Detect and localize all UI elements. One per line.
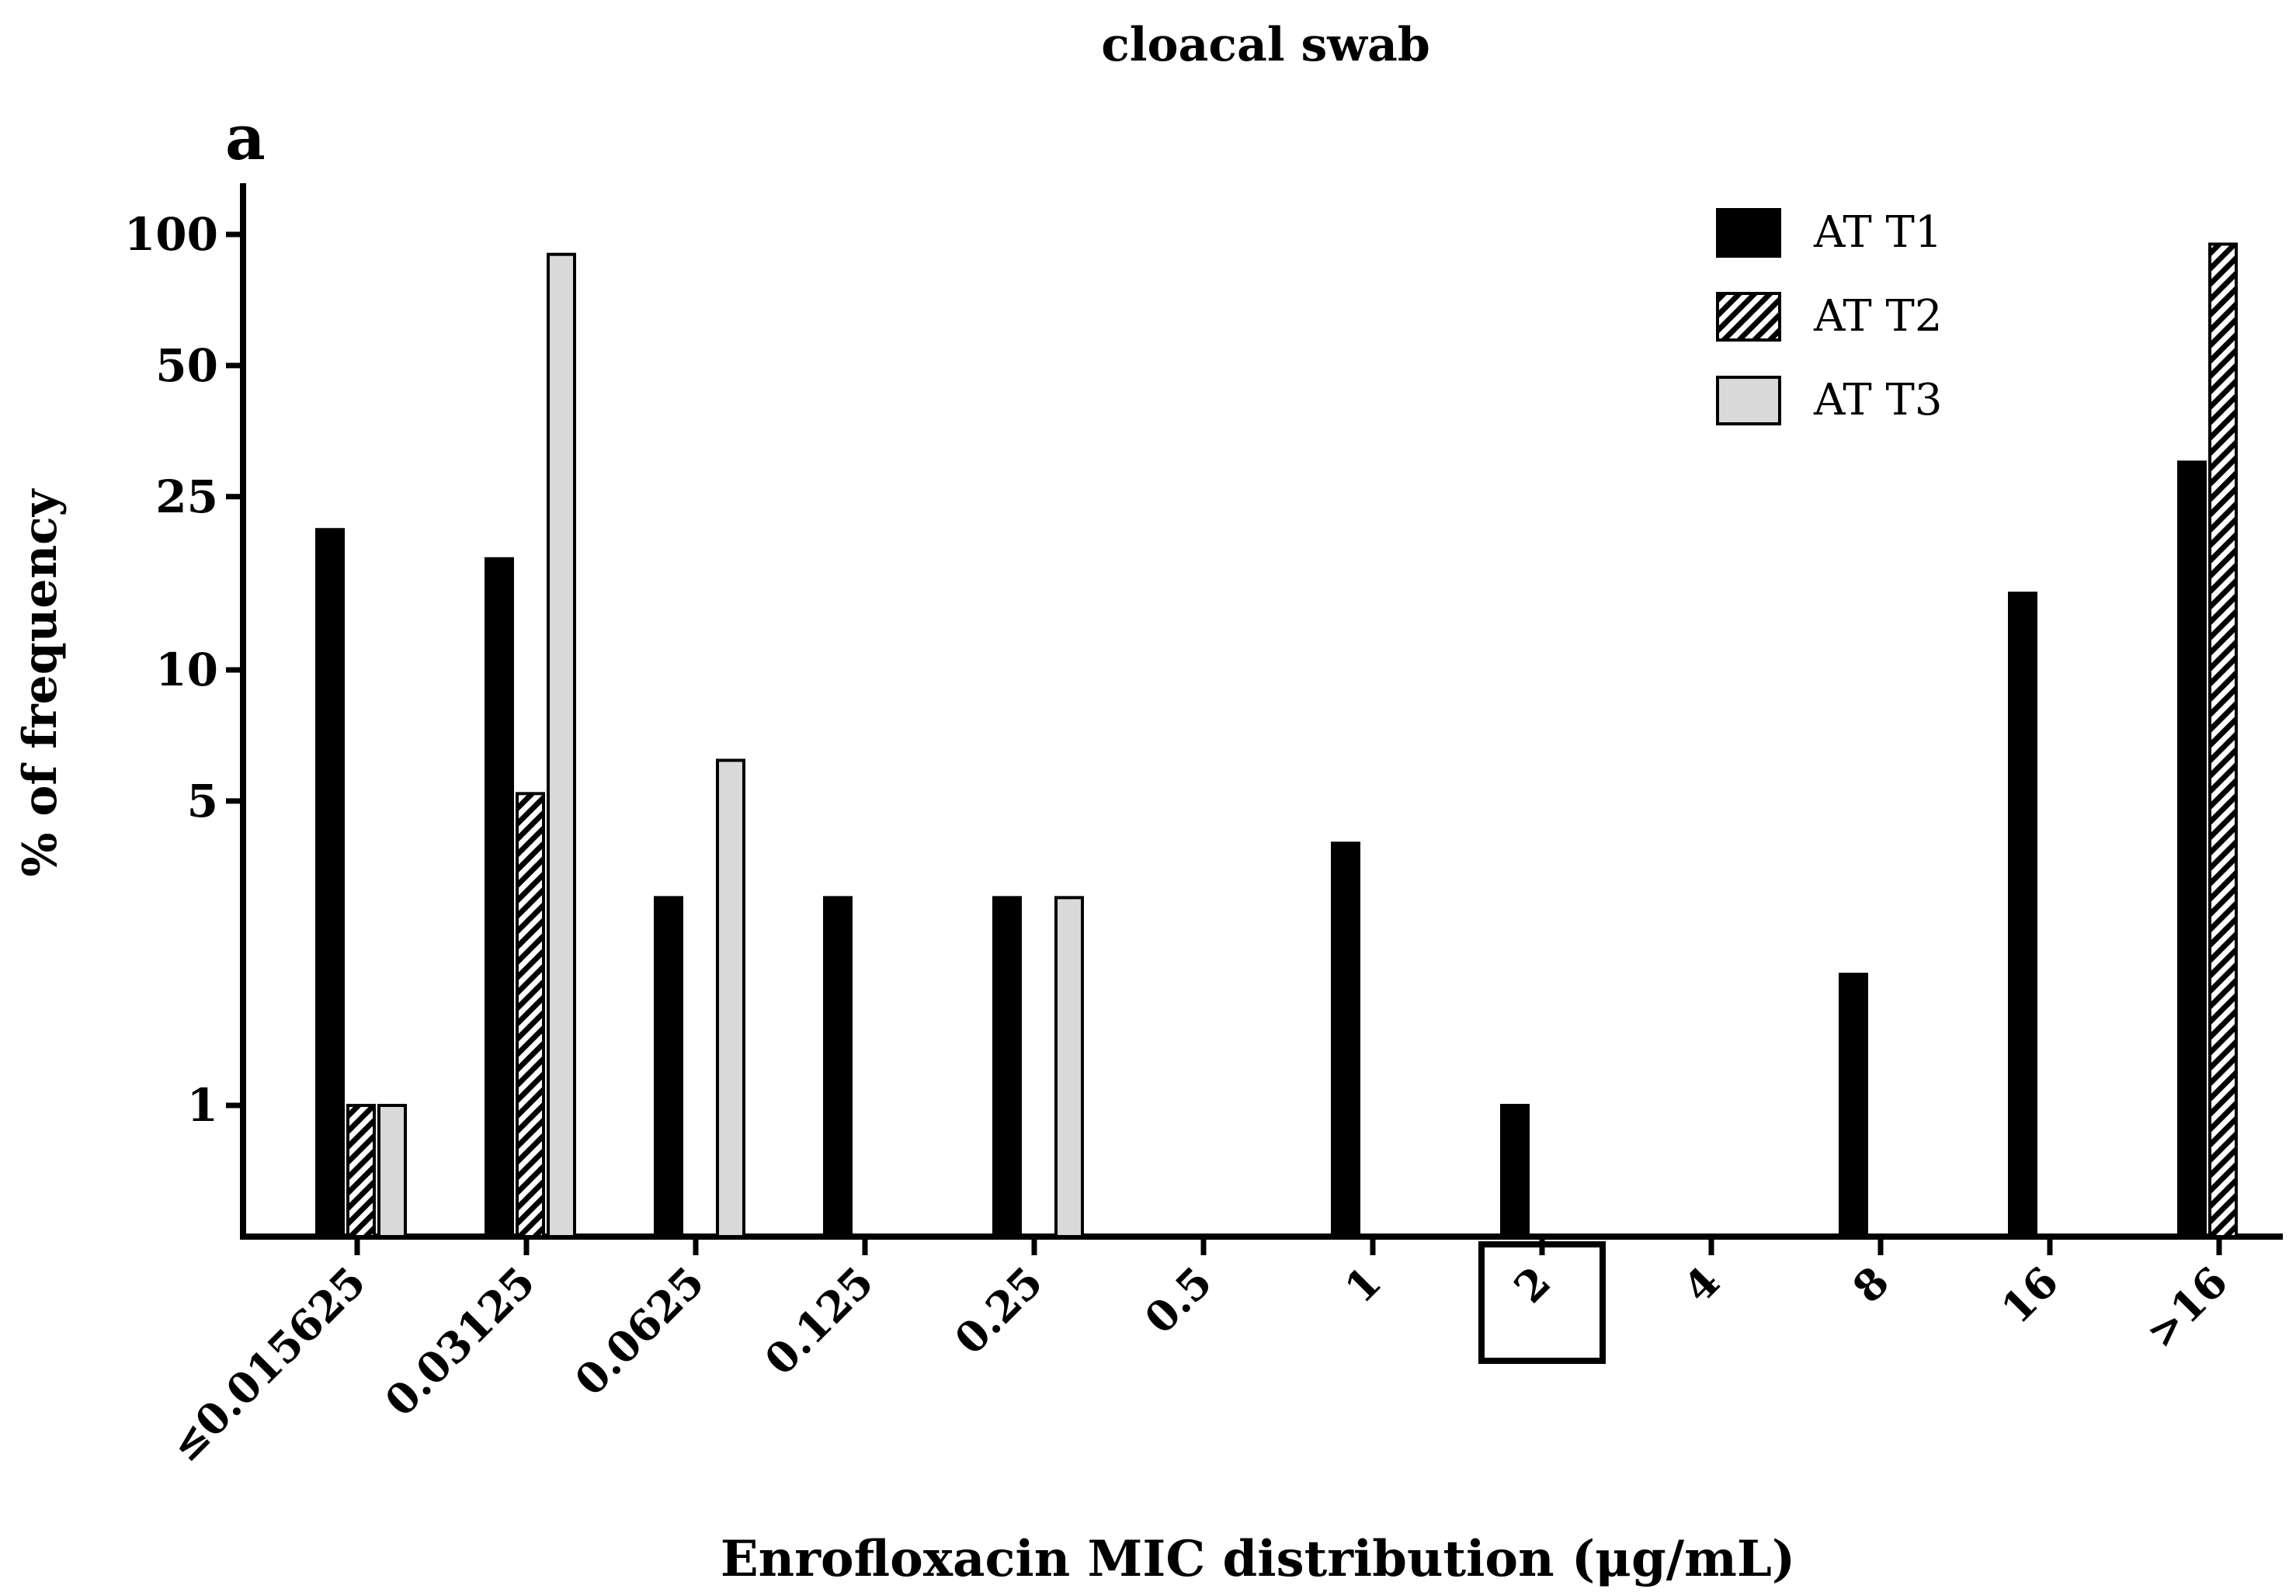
bar-at-t2-0 — [346, 1104, 376, 1238]
bar-at-t1-6 — [1331, 841, 1360, 1239]
legend: AT T1 AT T2 AT T3 — [1716, 207, 1943, 425]
x-tick-label: 0.03125 — [375, 1257, 544, 1426]
panel-label: a — [225, 101, 266, 174]
bar-at-t1-3 — [823, 896, 853, 1238]
y-tick-label: 100 — [124, 208, 218, 261]
y-tick-label: 50 — [155, 339, 218, 392]
bars — [315, 242, 2238, 1239]
x-tick-label: 8 — [1843, 1257, 1898, 1313]
bar-at-t3-2 — [716, 758, 745, 1238]
bar-at-t1-4 — [992, 896, 1022, 1238]
x-tick-label: >16 — [2136, 1257, 2237, 1358]
legend-swatch — [1716, 208, 1781, 258]
y-ticks: 1 5 10 25 50 100 — [124, 208, 243, 1132]
bar-at-t2-1 — [516, 792, 545, 1238]
y-tick-label: 10 — [155, 644, 218, 696]
x-axis-label: Enrofloxacin MIC distribution (μg/mL) — [721, 1530, 1795, 1588]
legend-swatch — [1716, 292, 1781, 342]
bar-at-t3-0 — [377, 1104, 407, 1238]
bar-at-t1-9 — [1839, 973, 1868, 1239]
x-ticks: ≤0.015625 0.03125 0.0625 0.125 0.25 0.5 1 2 4 8 16… — [161, 1237, 2237, 1472]
x-tick-label: 0.25 — [945, 1257, 1052, 1364]
x-tick-label: 0.0625 — [565, 1257, 714, 1405]
bar-at-t3-1 — [547, 252, 576, 1239]
bar-at-t1-1 — [485, 557, 514, 1238]
x-tick-label: 4 — [1673, 1257, 1729, 1313]
y-tick-label: 5 — [187, 775, 218, 827]
legend-label: AT T1 — [1813, 207, 1943, 258]
x-tick-label: 0.125 — [755, 1257, 883, 1385]
x-tick-label: 2 — [1504, 1257, 1560, 1313]
y-tick-label: 1 — [187, 1079, 218, 1132]
y-tick-label: 25 — [155, 470, 218, 523]
chart-title: cloacal swab — [1101, 18, 1430, 72]
bar-at-t1-11 — [2177, 460, 2207, 1238]
x-tick-label: 0.5 — [1135, 1257, 1222, 1344]
x-tick-label: 16 — [1992, 1257, 2068, 1333]
bar-at-t1-10 — [2008, 592, 2037, 1238]
legend-swatch — [1716, 376, 1781, 425]
bar-at-t1-7 — [1500, 1104, 1530, 1238]
bar-at-t3-4 — [1054, 896, 1084, 1238]
legend-label: AT T2 — [1813, 291, 1943, 342]
bar-at-t1-2 — [654, 896, 683, 1238]
bar-at-t1-0 — [315, 528, 345, 1238]
x-tick-label: ≤0.015625 — [161, 1257, 376, 1472]
x-tick-label: 1 — [1335, 1257, 1391, 1313]
legend-label: AT T3 — [1813, 375, 1943, 425]
highlight-box — [1478, 1241, 1606, 1364]
y-axis-label: % of frequency — [13, 487, 68, 876]
bar-at-t2-11 — [2208, 242, 2238, 1238]
